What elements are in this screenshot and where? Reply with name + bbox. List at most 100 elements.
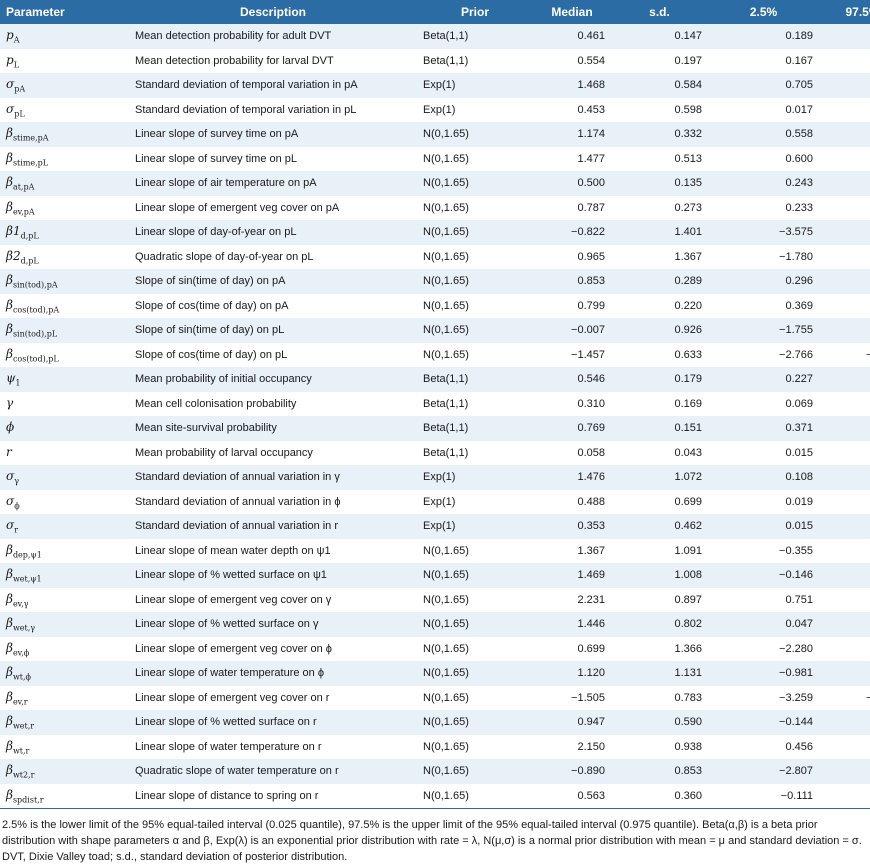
cell-median: −0.890 <box>533 759 611 784</box>
cell-description: Linear slope of day-of-year on pL <box>129 220 417 245</box>
cell-prior: N(0,1.65) <box>417 122 533 147</box>
table-row: σpL Standard deviation of temporal variat… <box>0 97 870 122</box>
table-header-row: Parameter Description Prior Median s.d. … <box>0 0 870 24</box>
cell-97-5-percent: 4.241 <box>819 587 870 612</box>
cell-median: 1.468 <box>533 73 611 98</box>
table-body: pA Mean detection probability for adult D… <box>0 24 870 809</box>
cell-description: Standard deviation of temporal variation… <box>129 73 417 98</box>
cell-description: Linear slope of % wetted surface on γ <box>129 612 417 637</box>
table-row: γ Mean cell colonisation probability Beta(… <box>0 391 870 416</box>
parameter-subscript: wt2,r <box>12 770 35 780</box>
cell-2-5-percent: 0.167 <box>708 48 819 73</box>
cell-prior: N(0,1.65) <box>417 734 533 759</box>
cell-2-5-percent: 0.705 <box>708 73 819 98</box>
cell-description: Slope of cos(time of day) on pL <box>129 342 417 367</box>
cell-prior: N(0,1.65) <box>417 220 533 245</box>
cell-2-5-percent: 0.369 <box>708 293 819 318</box>
cell-median: 0.546 <box>533 367 611 392</box>
table-row: βspdist,r Linear slope of distance to spr… <box>0 783 870 809</box>
cell-parameter: σpL <box>0 97 129 122</box>
cell-description: Linear slope of emergent veg cover on r <box>129 685 417 710</box>
cell-sd: 0.633 <box>611 342 708 367</box>
cell-sd: 0.513 <box>611 146 708 171</box>
cell-prior: Exp(1) <box>417 97 533 122</box>
cell-2-5-percent: 0.015 <box>708 440 819 465</box>
cell-parameter: β1d,pL <box>0 220 129 245</box>
parameter-subscript: dep,ψ1 <box>12 549 42 559</box>
cell-2-5-percent: −1.755 <box>708 318 819 343</box>
cell-prior: N(0,1.65) <box>417 342 533 367</box>
cell-prior: N(0,1.65) <box>417 685 533 710</box>
cell-description: Mean detection probability for larval DV… <box>129 48 417 73</box>
cell-parameter: βev,r <box>0 685 129 710</box>
table-row: βwet,r Linear slope of % wetted surface o… <box>0 710 870 735</box>
cell-description: Mean site-survival probability <box>129 416 417 441</box>
cell-97-5-percent: 1.313 <box>819 195 870 220</box>
table-row: βdep,ψ1 Linear slope of mean water depth … <box>0 538 870 563</box>
cell-97-5-percent: 2.200 <box>819 97 870 122</box>
cell-sd: 0.179 <box>611 367 708 392</box>
cell-median: 1.446 <box>533 612 611 637</box>
cell-prior: Beta(1,1) <box>417 48 533 73</box>
table-row: σr Standard deviation of annual variation… <box>0 514 870 539</box>
cell-97-5-percent: 3.236 <box>819 612 870 637</box>
table-row: βsin(tod),pA Slope of sin(time of day) on… <box>0 269 870 294</box>
cell-parameter: βcos(tod),pA <box>0 293 129 318</box>
parameter-symbol: βdep,ψ1 <box>6 542 42 559</box>
cell-sd: 1.072 <box>611 465 708 490</box>
table-row: βstime,pA Linear slope of survey time on … <box>0 122 870 147</box>
cell-2-5-percent: 0.108 <box>708 465 819 490</box>
cell-median: 1.367 <box>533 538 611 563</box>
cell-sd: 0.699 <box>611 489 708 514</box>
footnote-abbreviations: DVT, Dixie Valley toad; s.d., standard d… <box>2 851 348 863</box>
cell-median: 0.500 <box>533 171 611 196</box>
cell-median: 0.947 <box>533 710 611 735</box>
parameter-symbol: ψ1 <box>6 371 21 388</box>
cell-parameter: βev,pA <box>0 195 129 220</box>
cell-2-5-percent: −1.780 <box>708 244 819 269</box>
parameter-subscript: sin(tod),pL <box>12 329 58 339</box>
cell-97-5-percent: 1.925 <box>819 318 870 343</box>
cell-prior: Beta(1,1) <box>417 391 533 416</box>
cell-description: Linear slope of emergent veg cover on pA <box>129 195 417 220</box>
cell-median: 1.120 <box>533 661 611 686</box>
cell-2-5-percent: 0.751 <box>708 587 819 612</box>
cell-sd: 0.273 <box>611 195 708 220</box>
cell-description: Mean cell colonisation probability <box>129 391 417 416</box>
parameter-symbol: βev,r <box>6 689 28 706</box>
cell-description: Linear slope of air temperature on pA <box>129 171 417 196</box>
cell-parameter: βstime,pL <box>0 146 129 171</box>
table-row: βev,ϕ Linear slope of emergent veg cover … <box>0 636 870 661</box>
cell-parameter: βat,pA <box>0 171 129 196</box>
cell-prior: Exp(1) <box>417 73 533 98</box>
cell-97-5-percent: 1.937 <box>819 220 870 245</box>
cell-prior: Exp(1) <box>417 489 533 514</box>
cell-median: 0.853 <box>533 269 611 294</box>
cell-median: 0.310 <box>533 391 611 416</box>
cell-sd: 0.135 <box>611 171 708 196</box>
cell-parameter: β2d,pL <box>0 244 129 269</box>
cell-sd: 1.366 <box>611 636 708 661</box>
parameter-subscript: wt,ϕ <box>12 672 31 682</box>
table-row: σpA Standard deviation of temporal variat… <box>0 73 870 98</box>
cell-median: 0.563 <box>533 783 611 809</box>
parameter-symbol: βsin(tod),pL <box>6 322 58 339</box>
parameter-subscript: ev,γ <box>12 598 29 608</box>
cell-prior: N(0,1.65) <box>417 783 533 809</box>
cell-description: Linear slope of water temperature on r <box>129 734 417 759</box>
cell-parameter: βcos(tod),pL <box>0 342 129 367</box>
cell-parameter: γ <box>0 391 129 416</box>
cell-sd: 0.360 <box>611 783 708 809</box>
cell-prior: Exp(1) <box>417 514 533 539</box>
cell-prior: N(0,1.65) <box>417 244 533 269</box>
cell-prior: N(0,1.65) <box>417 146 533 171</box>
parameter-symbol: βwt2,r <box>6 763 35 780</box>
cell-description: Linear slope of mean water depth on ψ1 <box>129 538 417 563</box>
cell-median: 0.799 <box>533 293 611 318</box>
parameter-symbol: βcos(tod),pL <box>6 346 59 363</box>
cell-2-5-percent: −0.146 <box>708 563 819 588</box>
cell-sd: 0.783 <box>611 685 708 710</box>
cell-sd: 0.043 <box>611 440 708 465</box>
cell-median: 0.058 <box>533 440 611 465</box>
parameter-subscript: wet,ψ1 <box>12 574 42 584</box>
